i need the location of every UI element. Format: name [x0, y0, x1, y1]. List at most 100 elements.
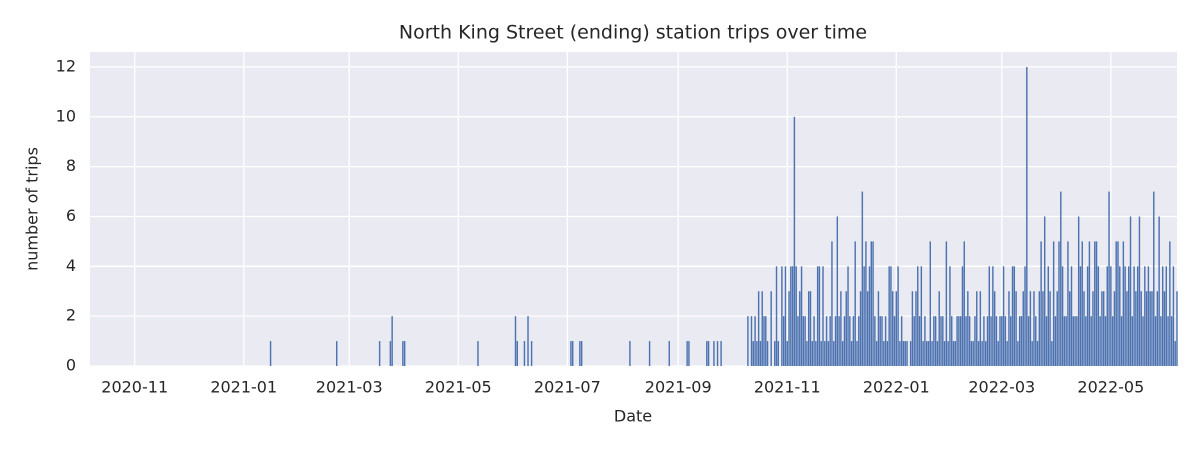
bar: [750, 316, 753, 366]
bar: [1167, 316, 1169, 366]
bar: [838, 316, 840, 366]
bar: [850, 341, 853, 366]
bar: [763, 316, 765, 366]
bar: [906, 341, 908, 366]
bar: [754, 316, 756, 366]
bar: [872, 241, 874, 366]
bar: [972, 341, 974, 366]
bar: [888, 266, 890, 366]
bar: [707, 341, 710, 366]
bar: [688, 341, 690, 366]
bar: [904, 341, 906, 366]
bar: [915, 291, 917, 366]
bar: [1088, 241, 1091, 366]
bar: [1156, 291, 1159, 366]
bar: [1110, 266, 1112, 366]
y-tick-label: 0: [66, 356, 76, 375]
bar: [795, 266, 797, 366]
bar: [1083, 291, 1085, 366]
bar: [976, 291, 978, 366]
bar: [1002, 266, 1005, 366]
bar: [981, 341, 983, 366]
bar: [974, 316, 976, 366]
bar: [1160, 316, 1162, 366]
bar: [990, 316, 992, 366]
x-tick-label: 2021-11: [754, 378, 821, 397]
bar: [841, 341, 844, 366]
y-tick-label: 8: [66, 156, 76, 175]
bar: [822, 266, 824, 366]
bar: [1074, 316, 1076, 366]
bar: [834, 316, 837, 366]
bar: [757, 291, 760, 366]
bar: [824, 341, 826, 366]
bar: [825, 316, 828, 366]
bar: [775, 266, 778, 366]
bar: [874, 316, 876, 366]
bar: [899, 341, 901, 366]
y-tick-label: 6: [66, 206, 76, 225]
bar: [879, 316, 881, 366]
bar: [1022, 291, 1024, 366]
bar: [800, 266, 803, 366]
bar: [911, 291, 914, 366]
bar: [1163, 291, 1166, 366]
bar: [961, 266, 964, 366]
bar: [986, 316, 989, 366]
y-tick-label: 10: [56, 106, 76, 125]
bar: [797, 316, 799, 366]
bar: [1047, 266, 1049, 366]
bar: [580, 341, 583, 366]
bar: [836, 216, 839, 366]
bar: [777, 341, 780, 366]
bar: [1045, 316, 1048, 366]
y-tick-label: 4: [66, 256, 76, 275]
bar: [1056, 291, 1058, 366]
bar: [791, 266, 794, 366]
bar: [514, 316, 517, 366]
bar: [1161, 266, 1164, 366]
bar: [1106, 266, 1108, 366]
bar: [1122, 241, 1125, 366]
bar: [1119, 266, 1121, 366]
bar: [1077, 216, 1080, 366]
bar: [840, 291, 842, 366]
bar: [900, 316, 903, 366]
bar: [833, 341, 835, 366]
bar: [827, 341, 830, 366]
bar: [849, 316, 851, 366]
bar: [984, 341, 987, 366]
bar: [402, 341, 404, 366]
bar: [1145, 291, 1148, 366]
bar: [924, 316, 926, 366]
bar: [1124, 266, 1126, 366]
bar: [1111, 316, 1114, 366]
bar: [1094, 241, 1096, 366]
bar: [530, 341, 533, 366]
bar: [909, 341, 912, 366]
bar: [831, 241, 833, 366]
bar: [706, 341, 708, 366]
bar: [863, 266, 865, 366]
bar: [968, 316, 971, 366]
bar: [1147, 266, 1150, 366]
bar: [1108, 191, 1110, 366]
bar: [1136, 266, 1139, 366]
x-tick-label: 2022-03: [968, 378, 1035, 397]
bar: [1060, 191, 1062, 366]
bar: [922, 341, 924, 366]
bar: [747, 316, 749, 366]
bar: [875, 341, 878, 366]
bar: [938, 291, 940, 366]
x-tick-label: 2021-03: [316, 378, 383, 397]
bar: [756, 341, 758, 366]
bar: [1042, 291, 1044, 366]
bar: [965, 316, 967, 366]
bar: [861, 191, 864, 366]
bar: [752, 341, 754, 366]
bar: [1169, 241, 1171, 366]
bar: [1070, 266, 1073, 366]
bar: [1058, 241, 1060, 366]
bar: [1113, 291, 1116, 366]
bar: [516, 341, 519, 366]
